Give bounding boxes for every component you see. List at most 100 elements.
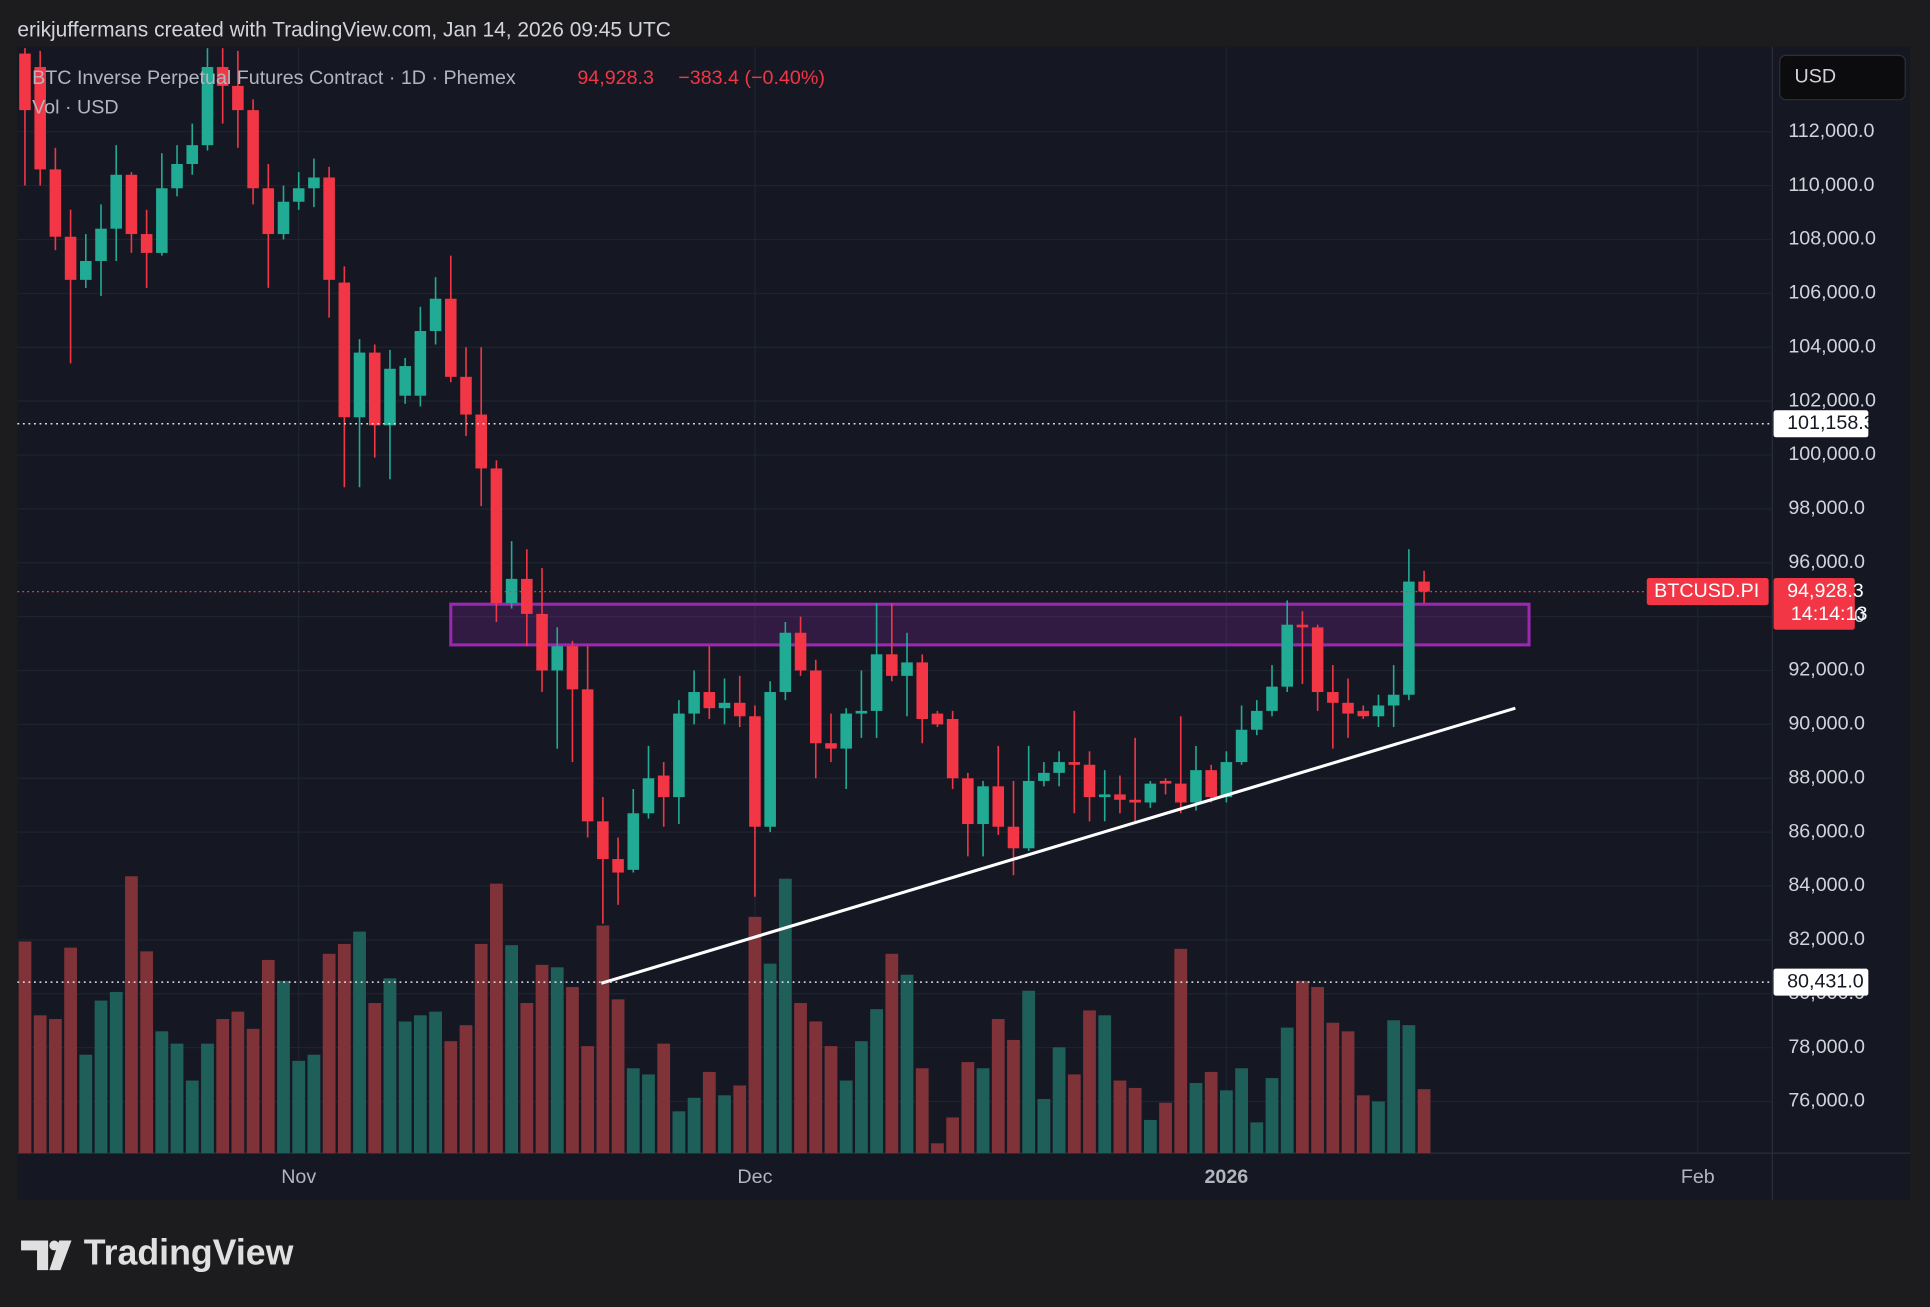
candle-body <box>612 859 624 873</box>
candle-body <box>140 234 153 253</box>
candle-body <box>292 188 305 202</box>
volume-bar <box>1052 1047 1066 1154</box>
volume-bar <box>1219 1090 1233 1154</box>
volume-bar <box>733 1085 747 1154</box>
candle-body <box>1372 705 1385 717</box>
candle-body <box>597 821 609 860</box>
candle-body <box>1220 762 1233 798</box>
candle-body <box>384 368 396 426</box>
currency-button-bg[interactable] <box>1779 54 1906 101</box>
volume-bar <box>109 991 123 1154</box>
volume-bar <box>1356 1095 1370 1154</box>
candle-body <box>1174 783 1187 803</box>
candle-body <box>536 613 548 671</box>
volume-bar <box>48 1019 62 1154</box>
volume-bar <box>1037 1099 1051 1154</box>
y-tick-label: 100,000.0 <box>1788 443 1876 465</box>
volume-bar <box>292 1060 306 1154</box>
volume-bar <box>33 1015 47 1154</box>
volume-bar <box>1326 1022 1340 1154</box>
candle-body <box>688 692 700 714</box>
volume-bar <box>915 1068 929 1154</box>
volume-bar <box>1341 1031 1355 1154</box>
last-price-label: 94,928.3 <box>1787 580 1864 602</box>
y-tick-label: 78,000.0 <box>1788 1036 1865 1058</box>
volume-bar <box>1159 1102 1172 1154</box>
candle-body <box>460 376 472 415</box>
volume-bar <box>1402 1025 1416 1154</box>
candle-body <box>673 713 685 798</box>
volume-bar <box>809 1021 823 1154</box>
volume-bar <box>353 931 366 1154</box>
volume-bar <box>611 999 625 1154</box>
candle-body <box>95 228 107 261</box>
volume-bar <box>185 1080 199 1154</box>
price-line-label: 80,431.0 <box>1787 970 1864 992</box>
candle-body <box>186 145 199 165</box>
candle-body <box>1281 624 1293 687</box>
candle-body <box>1007 826 1020 849</box>
volume-bar <box>702 1071 716 1154</box>
trendline <box>600 706 1516 985</box>
volume-bar <box>748 916 762 1154</box>
candle-body <box>733 702 746 717</box>
currency-button[interactable]: USD <box>1779 54 1906 101</box>
axes: 76,000.078,000.080,000.082,000.084,000.0… <box>281 120 1876 1188</box>
price-line-label: 101,158.3 <box>1787 412 1875 434</box>
candle-body <box>764 692 776 827</box>
volume-bar <box>1098 1015 1112 1154</box>
volume-bar <box>94 1000 108 1154</box>
candle-body <box>1068 762 1081 765</box>
candle-body <box>825 743 837 749</box>
candle-body <box>946 718 959 779</box>
candle-body <box>353 352 366 418</box>
volume-bar <box>459 1025 473 1154</box>
candle-body <box>414 331 427 396</box>
candle-body <box>490 468 503 604</box>
volume-bar <box>763 963 777 1154</box>
candle-body <box>64 236 77 280</box>
volume-bar <box>535 964 549 1154</box>
brand-icon <box>21 1240 72 1271</box>
y-tick-label: 88,000.0 <box>1788 766 1865 788</box>
currency-button-text[interactable]: USD <box>1794 66 1836 88</box>
candle-body <box>368 352 381 426</box>
volume-bar <box>261 959 275 1154</box>
brand-logo: TradingView <box>21 1233 294 1273</box>
volume-bar <box>1265 1078 1279 1154</box>
candle-body <box>809 670 822 744</box>
candle-body <box>505 578 518 604</box>
candle-body <box>779 632 792 693</box>
volume-bar <box>413 1015 427 1154</box>
candle-body <box>627 813 640 870</box>
y-tick-label: 92,000.0 <box>1788 659 1865 681</box>
candle-body <box>703 692 716 709</box>
volume-bar <box>368 1003 382 1154</box>
volume-bar <box>1128 1087 1142 1154</box>
volume-bar <box>900 974 914 1154</box>
volume-bar <box>1022 990 1036 1154</box>
volume-bar <box>277 980 290 1154</box>
volume-bar <box>1372 1101 1385 1154</box>
volume-bar <box>155 1031 169 1154</box>
symbol: BTC Inverse Perpetual Futures Contract ·… <box>32 67 516 89</box>
volume-bar <box>505 945 519 1154</box>
volume-bar <box>1174 948 1188 1154</box>
credit: erikjuffermans created with TradingView.… <box>17 18 670 41</box>
volume-bar <box>1311 987 1325 1154</box>
candle-body <box>338 282 351 418</box>
volume-bar <box>1007 1039 1020 1154</box>
volume-bar <box>322 953 336 1154</box>
candle-body <box>1418 581 1430 592</box>
volume-bar <box>1250 1122 1264 1154</box>
volume-bar <box>216 1019 230 1154</box>
grid <box>17 46 1773 1154</box>
candle-body <box>125 174 138 235</box>
candle-body <box>931 713 944 725</box>
candle-body <box>642 778 655 814</box>
candle-body <box>1403 581 1415 695</box>
volume-bar <box>231 1011 245 1154</box>
volume-bar <box>946 1117 960 1154</box>
volume-bar <box>778 878 792 1154</box>
